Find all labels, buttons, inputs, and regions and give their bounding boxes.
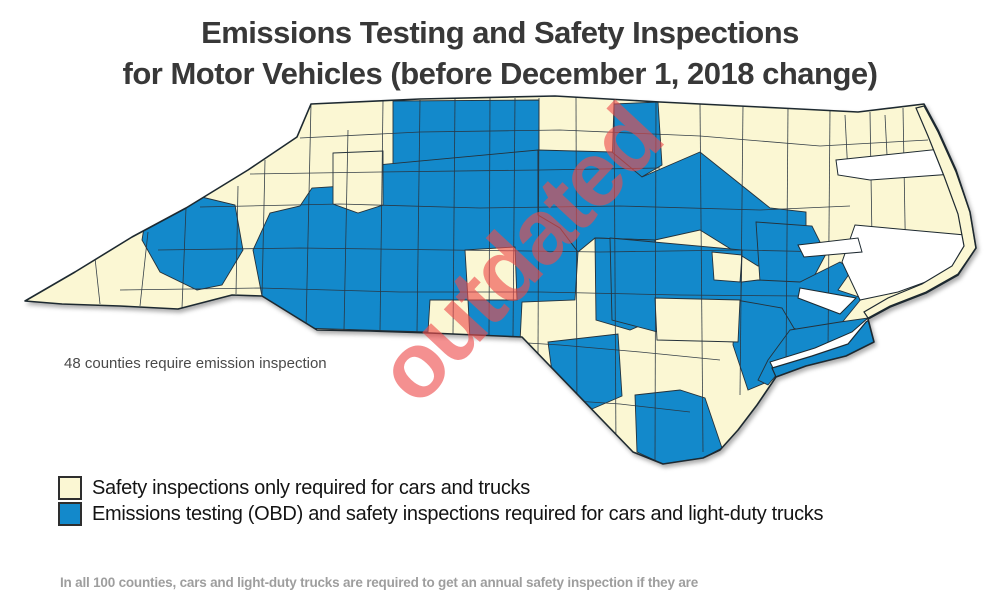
albemarle-sound [835,147,954,181]
safety-only-holes [332,150,743,343]
footnote: In all 100 counties, cars and light-duty… [60,537,701,600]
legend-item-emissions: Emissions testing (OBD) and safety inspe… [58,501,824,527]
safety-only-label: Safety inspections only required for car… [92,476,530,499]
footnote-line-1: In all 100 counties, cars and light-duty… [60,575,699,590]
neuse-river [797,287,858,315]
page-title: Emissions Testing and Safety Inspections… [0,12,1000,94]
pamlico-river [797,237,863,258]
state-outline [24,95,977,465]
emissions-swatch [58,502,82,526]
map-caption: 48 counties require emission inspection [64,355,327,372]
title-line-2: for Motor Vehicles (before December 1, 2… [122,56,878,91]
coastal-sounds [769,147,973,373]
legend-item-safety-only: Safety inspections only required for car… [58,475,823,501]
title-line-1: Emissions Testing and Safety Inspections [201,15,799,50]
emissions-label: Emissions testing (OBD) and safety inspe… [92,502,824,525]
legend: Safety inspections only required for car… [58,475,824,527]
safety-only-swatch [58,476,82,500]
pamlico-sound [841,224,973,301]
